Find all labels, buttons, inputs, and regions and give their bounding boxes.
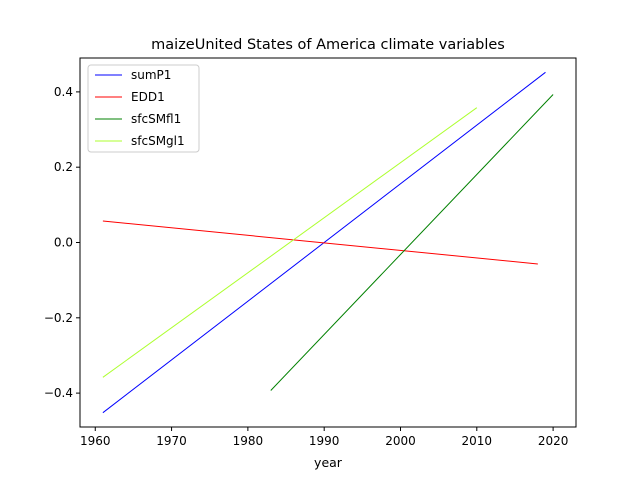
legend-label-sfcSMfl1: sfcSMfl1 xyxy=(131,112,181,126)
y-tick-label: 0.2 xyxy=(54,160,73,174)
chart-title: maizeUnited States of America climate va… xyxy=(151,37,505,53)
x-tick-label: 1970 xyxy=(156,434,187,448)
series-line-EDD1 xyxy=(102,220,538,265)
legend-label-sfcSMgl1: sfcSMgl1 xyxy=(131,134,185,148)
x-tick-label: 1960 xyxy=(80,434,111,448)
x-axis: 1960 1970 1980 1990 2000 2010 2020 xyxy=(80,427,568,448)
y-tick-label: 0.0 xyxy=(54,236,73,250)
legend-label-EDD1: EDD1 xyxy=(131,90,165,104)
y-tick-label: −0.2 xyxy=(44,311,73,325)
legend-label-sumP1: sumP1 xyxy=(131,68,171,82)
y-tick-label: 0.4 xyxy=(54,85,73,99)
legend-box xyxy=(87,64,200,153)
series-line-sfcSMgl1 xyxy=(102,107,478,378)
x-axis-label: year xyxy=(314,455,343,470)
x-tick-label: 1990 xyxy=(309,434,340,448)
x-tick-label: 2020 xyxy=(538,434,569,448)
plot-lines xyxy=(102,71,554,414)
legend: sumP1 EDD1 sfcSMfl1 sfcSMgl1 xyxy=(87,64,200,153)
x-tick-label: 2000 xyxy=(385,434,416,448)
series-line-sfcSMfl1 xyxy=(270,94,554,391)
x-tick-label: 1980 xyxy=(233,434,264,448)
x-tick-label: 2010 xyxy=(462,434,493,448)
y-axis: −0.4 −0.2 0.0 0.2 0.4 xyxy=(44,85,80,400)
y-tick-label: −0.4 xyxy=(44,386,73,400)
